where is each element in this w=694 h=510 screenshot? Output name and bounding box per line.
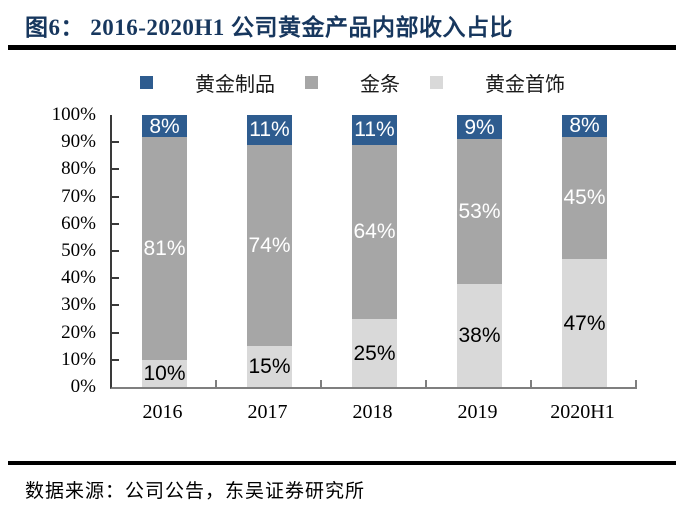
y-axis-tick: [112, 222, 119, 225]
x-axis-category-label: 2017: [247, 401, 288, 423]
legend-swatch-icon: [305, 75, 318, 89]
legend-item: 黄金制品: [140, 68, 275, 97]
legend-label: 金条: [360, 73, 400, 96]
title-divider: [8, 45, 676, 50]
stacked-bar: 8% 45% 47%: [562, 115, 607, 387]
bar-segment-value-label: 47%: [563, 311, 606, 335]
stacked-bar: 11% 64% 25%: [352, 115, 397, 387]
bar-segment-value-label: 64%: [353, 220, 396, 244]
bar-segment: 25%: [352, 319, 397, 387]
stacked-bar: 11% 74% 15%: [247, 115, 292, 387]
bar-segment-value-label: 15%: [248, 355, 291, 379]
legend-item: 黄金首饰: [430, 68, 565, 97]
y-axis-tick: [112, 331, 119, 334]
x-axis-tick: [530, 380, 532, 387]
x-axis-tick: [320, 380, 322, 387]
x-axis-category-label: 2019: [457, 401, 498, 423]
bar-segment: 8%: [562, 115, 607, 137]
y-axis-tick-label: 100%: [51, 104, 96, 125]
y-axis-tick-label: 20%: [61, 321, 96, 343]
bar-segment-value-label: 53%: [458, 200, 501, 224]
y-axis-tick-label: 30%: [61, 294, 96, 316]
x-axis-tick: [215, 380, 217, 387]
stacked-bar: 9% 53% 38%: [457, 115, 502, 387]
bar-segment-value-label: 45%: [563, 186, 606, 210]
legend-item: 金条: [305, 68, 400, 97]
y-axis-tick-label: 80%: [61, 158, 96, 180]
footer-divider: [8, 461, 676, 465]
chart-legend: 黄金制品 金条 黄金首饰: [140, 72, 565, 96]
y-axis-tick-label: 90%: [61, 131, 96, 153]
y-axis-tick: [112, 141, 119, 144]
bar-segment: 45%: [562, 136, 607, 260]
bar-segment: 11%: [247, 115, 292, 145]
x-axis-tick: [425, 380, 427, 387]
bar-segment-value-label: 9%: [464, 115, 495, 139]
bar-segment-value-label: 8%: [569, 114, 600, 138]
bar-segment: 15%: [247, 346, 292, 387]
stacked-bar-plot-area: 8% 81% 10% 11% 74% 15% 11% 64% 25% 9% 53% 38% 8% 45% 4…: [110, 115, 637, 389]
stacked-bar: 8% 81% 10%: [142, 115, 187, 387]
x-axis-category-label: 2018: [352, 401, 393, 423]
bar-segment: 47%: [562, 259, 607, 387]
y-axis-tick: [112, 358, 119, 361]
bar-segment-value-label: 8%: [149, 114, 180, 138]
bar-segment-value-label: 10%: [143, 361, 186, 385]
bar-segment: 74%: [247, 144, 292, 347]
bar-segment: 53%: [457, 139, 502, 284]
bar-segment-value-label: 74%: [248, 234, 291, 258]
y-axis-tick-label: 10%: [61, 348, 96, 370]
bar-segment: 10%: [142, 359, 187, 387]
legend-label: 黄金制品: [195, 73, 275, 96]
bar-segment: 8%: [142, 115, 187, 137]
x-axis-tick: [635, 380, 637, 387]
y-axis-tick: [112, 304, 119, 307]
bar-segment: 9%: [457, 115, 502, 140]
y-axis-tick-label: 40%: [61, 267, 96, 289]
bar-segment-value-label: 25%: [353, 341, 396, 365]
bar-segment-value-label: 38%: [458, 323, 501, 347]
y-axis-tick-label: 70%: [61, 185, 96, 207]
bar-segment: 64%: [352, 144, 397, 319]
legend-swatch-icon: [140, 75, 153, 89]
figure-title: 图6： 2016-2020H1 公司黄金产品内部收入占比: [25, 15, 514, 40]
y-axis-tick-label: 0%: [70, 376, 96, 397]
y-axis-tick: [112, 277, 119, 280]
x-axis-category-label: 2020H1: [550, 401, 615, 423]
bar-segment: 38%: [457, 283, 502, 387]
legend-label: 黄金首饰: [485, 73, 565, 96]
bar-segment: 11%: [352, 115, 397, 145]
y-axis-tick: [112, 195, 119, 198]
bar-segment-value-label: 81%: [143, 236, 186, 260]
bar-segment-value-label: 11%: [354, 118, 395, 142]
x-axis-category-label: 2016: [142, 401, 183, 423]
y-axis-tick-label: 60%: [61, 212, 96, 234]
bar-segment-value-label: 11%: [249, 118, 290, 142]
y-axis-tick: [112, 168, 119, 171]
data-source-note: 数据来源：公司公告，东吴证券研究所: [25, 481, 366, 502]
bar-segment: 81%: [142, 137, 187, 360]
legend-swatch-icon: [430, 75, 443, 89]
y-axis-tick: [112, 250, 119, 252]
y-axis-tick-label: 50%: [61, 240, 96, 261]
